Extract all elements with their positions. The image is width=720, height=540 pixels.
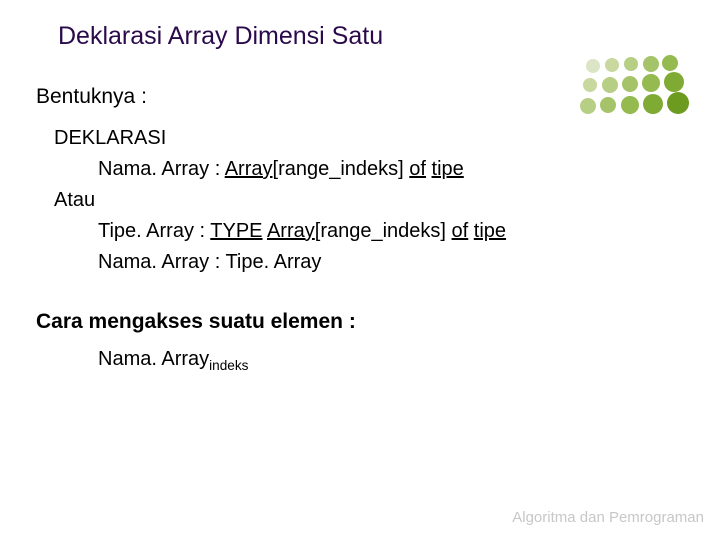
kw-of-2: of [452,220,469,242]
line2-prefix: Tipe. Array : [98,220,210,242]
deco-dot [586,59,600,73]
kw-array: Array [225,158,273,180]
declaration-keyword: DEKLARASI [54,123,684,154]
footer-text: Algoritma dan Pemrograman [512,509,704,526]
kw-tipe-2: tipe [474,220,506,242]
deco-dot [624,57,638,71]
kw-type: TYPE [210,220,262,242]
deco-dot [643,56,659,72]
decl-line-1: Nama. Array : Array[range_indeks] of tip… [98,154,684,185]
kw-tipe: tipe [432,158,464,180]
kw-array-2: Array [267,220,315,242]
access-expression: Nama. Arrayindeks [98,348,684,371]
or-label: Atau [54,185,684,216]
line2-mid2: [range_indeks] [315,220,452,242]
access-heading: Cara mengakses suatu elemen : [36,310,684,334]
decl-line-3: Nama. Array : Tipe. Array [98,247,684,278]
form-heading: Bentuknya : [36,85,684,109]
access-subscript: indeks [209,358,248,373]
line1-prefix: Nama. Array : [98,158,225,180]
declaration-block: DEKLARASI Nama. Array : Array[range_inde… [54,123,684,278]
access-base: Nama. Array [98,348,209,370]
slide-title: Deklarasi Array Dimensi Satu [58,22,684,51]
deco-dot [605,58,619,72]
kw-of: of [409,158,426,180]
line1-mid1: [range_indeks] [273,158,410,180]
decl-line-2: Tipe. Array : TYPE Array[range_indeks] o… [98,216,684,247]
deco-dot [662,55,678,71]
slide: Deklarasi Array Dimensi Satu Bentuknya :… [0,0,720,540]
